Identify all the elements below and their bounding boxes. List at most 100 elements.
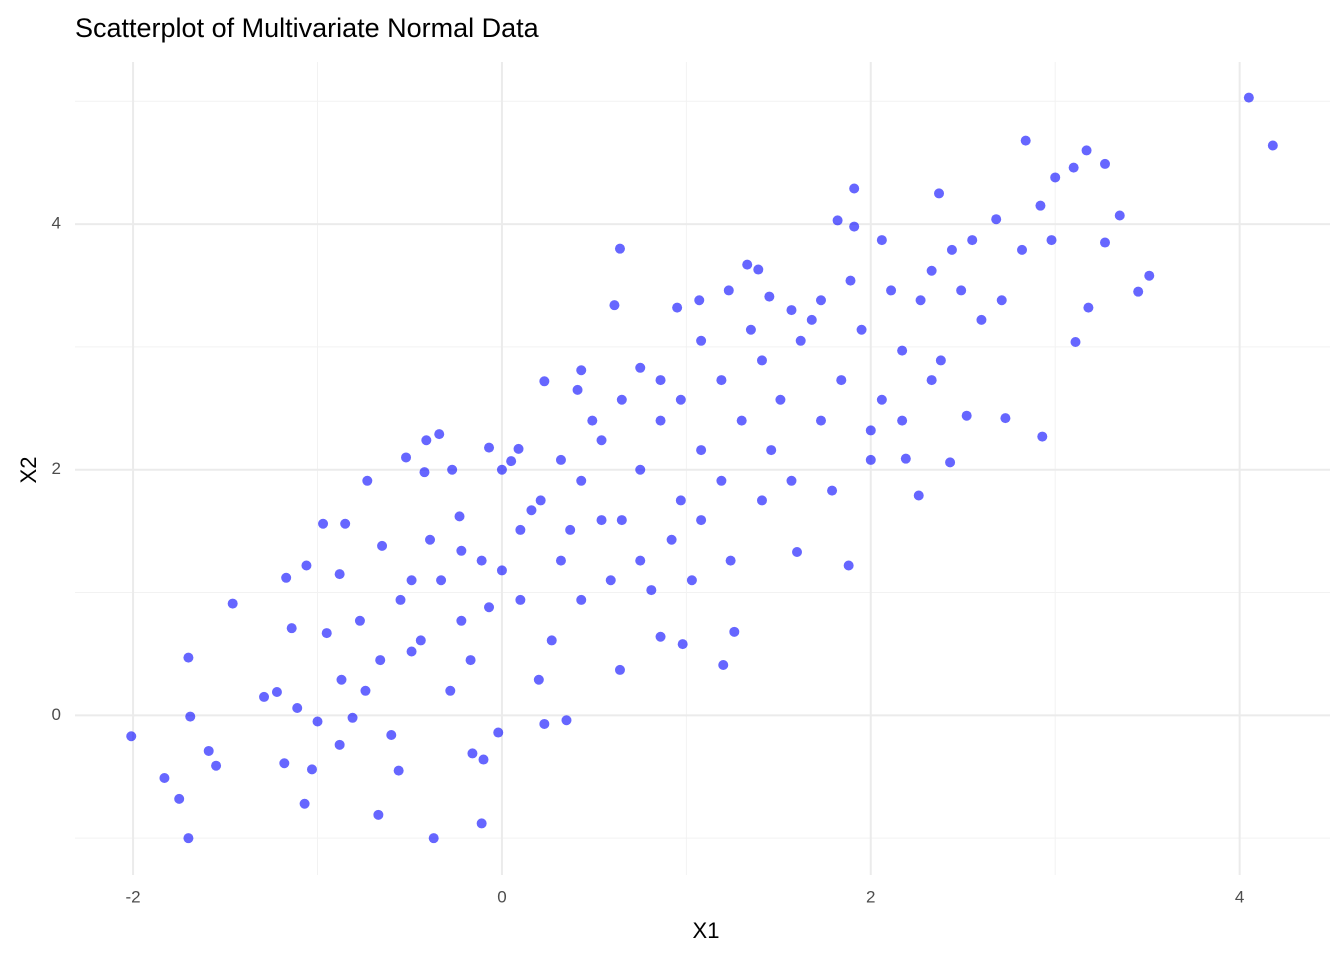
point (742, 259, 753, 270)
point (373, 809, 384, 820)
point (393, 765, 404, 776)
point (672, 302, 683, 313)
point (347, 712, 358, 723)
point (183, 652, 194, 663)
point (546, 635, 557, 646)
point (336, 674, 347, 685)
point (815, 415, 826, 426)
point (996, 295, 1007, 306)
point (515, 594, 526, 605)
point (865, 425, 876, 436)
point (655, 375, 666, 386)
point (535, 495, 546, 506)
point (696, 445, 707, 456)
chart-title: Scatterplot of Multivariate Normal Data (75, 13, 540, 43)
point (292, 702, 303, 713)
point (967, 235, 978, 246)
point (1068, 162, 1079, 173)
point (729, 626, 740, 637)
point (587, 415, 598, 426)
point (655, 415, 666, 426)
point (956, 285, 967, 296)
point (395, 594, 406, 605)
point (616, 515, 627, 526)
point (533, 674, 544, 685)
point (991, 214, 1002, 225)
point (666, 534, 677, 545)
y-axis-label: X2 (16, 457, 41, 484)
point (900, 453, 911, 464)
point (1037, 431, 1048, 442)
point (476, 818, 487, 829)
point (375, 655, 386, 666)
point (406, 575, 417, 586)
x-tick-label: -2 (126, 887, 141, 906)
point (1267, 140, 1278, 151)
point (756, 495, 767, 506)
x-axis-label: X1 (693, 918, 720, 943)
point (539, 376, 550, 387)
point (795, 335, 806, 346)
point (694, 295, 705, 306)
point (686, 575, 697, 586)
point (362, 475, 373, 486)
point (301, 560, 312, 571)
point (897, 415, 908, 426)
point (340, 518, 351, 529)
point (506, 456, 517, 467)
point (456, 545, 467, 556)
point (565, 524, 576, 535)
point (926, 265, 937, 276)
point (766, 445, 777, 456)
point (913, 490, 924, 501)
point (183, 833, 194, 844)
point (1144, 270, 1155, 281)
point (377, 540, 388, 551)
point (572, 384, 583, 395)
point (434, 429, 445, 440)
point (185, 711, 196, 722)
y-tick-label: 2 (52, 459, 61, 478)
y-tick-label: 0 (52, 705, 61, 724)
point (926, 375, 937, 386)
point (496, 565, 507, 576)
point (635, 362, 646, 373)
point (321, 628, 332, 639)
point (596, 435, 607, 446)
point (1017, 244, 1028, 255)
point (299, 798, 310, 809)
point (279, 758, 290, 769)
point (646, 585, 657, 596)
point (271, 687, 282, 698)
point (318, 518, 329, 529)
point (539, 718, 550, 729)
point (614, 664, 625, 675)
point (447, 464, 458, 475)
point (675, 394, 686, 405)
point (1000, 413, 1011, 424)
point (753, 264, 764, 275)
point (945, 457, 956, 468)
point (635, 555, 646, 566)
point (334, 739, 345, 750)
point (1046, 235, 1057, 246)
point (915, 295, 926, 306)
point (815, 295, 826, 306)
point (576, 475, 587, 486)
point (478, 754, 489, 765)
point (360, 685, 371, 696)
point (227, 598, 238, 609)
point (976, 314, 987, 325)
point (1133, 286, 1144, 297)
point (174, 793, 185, 804)
point (832, 215, 843, 226)
point (827, 485, 838, 496)
point (259, 691, 270, 702)
point (456, 615, 467, 626)
point (614, 243, 625, 254)
point (696, 335, 707, 346)
point (786, 305, 797, 316)
point (436, 575, 447, 586)
point (635, 464, 646, 475)
